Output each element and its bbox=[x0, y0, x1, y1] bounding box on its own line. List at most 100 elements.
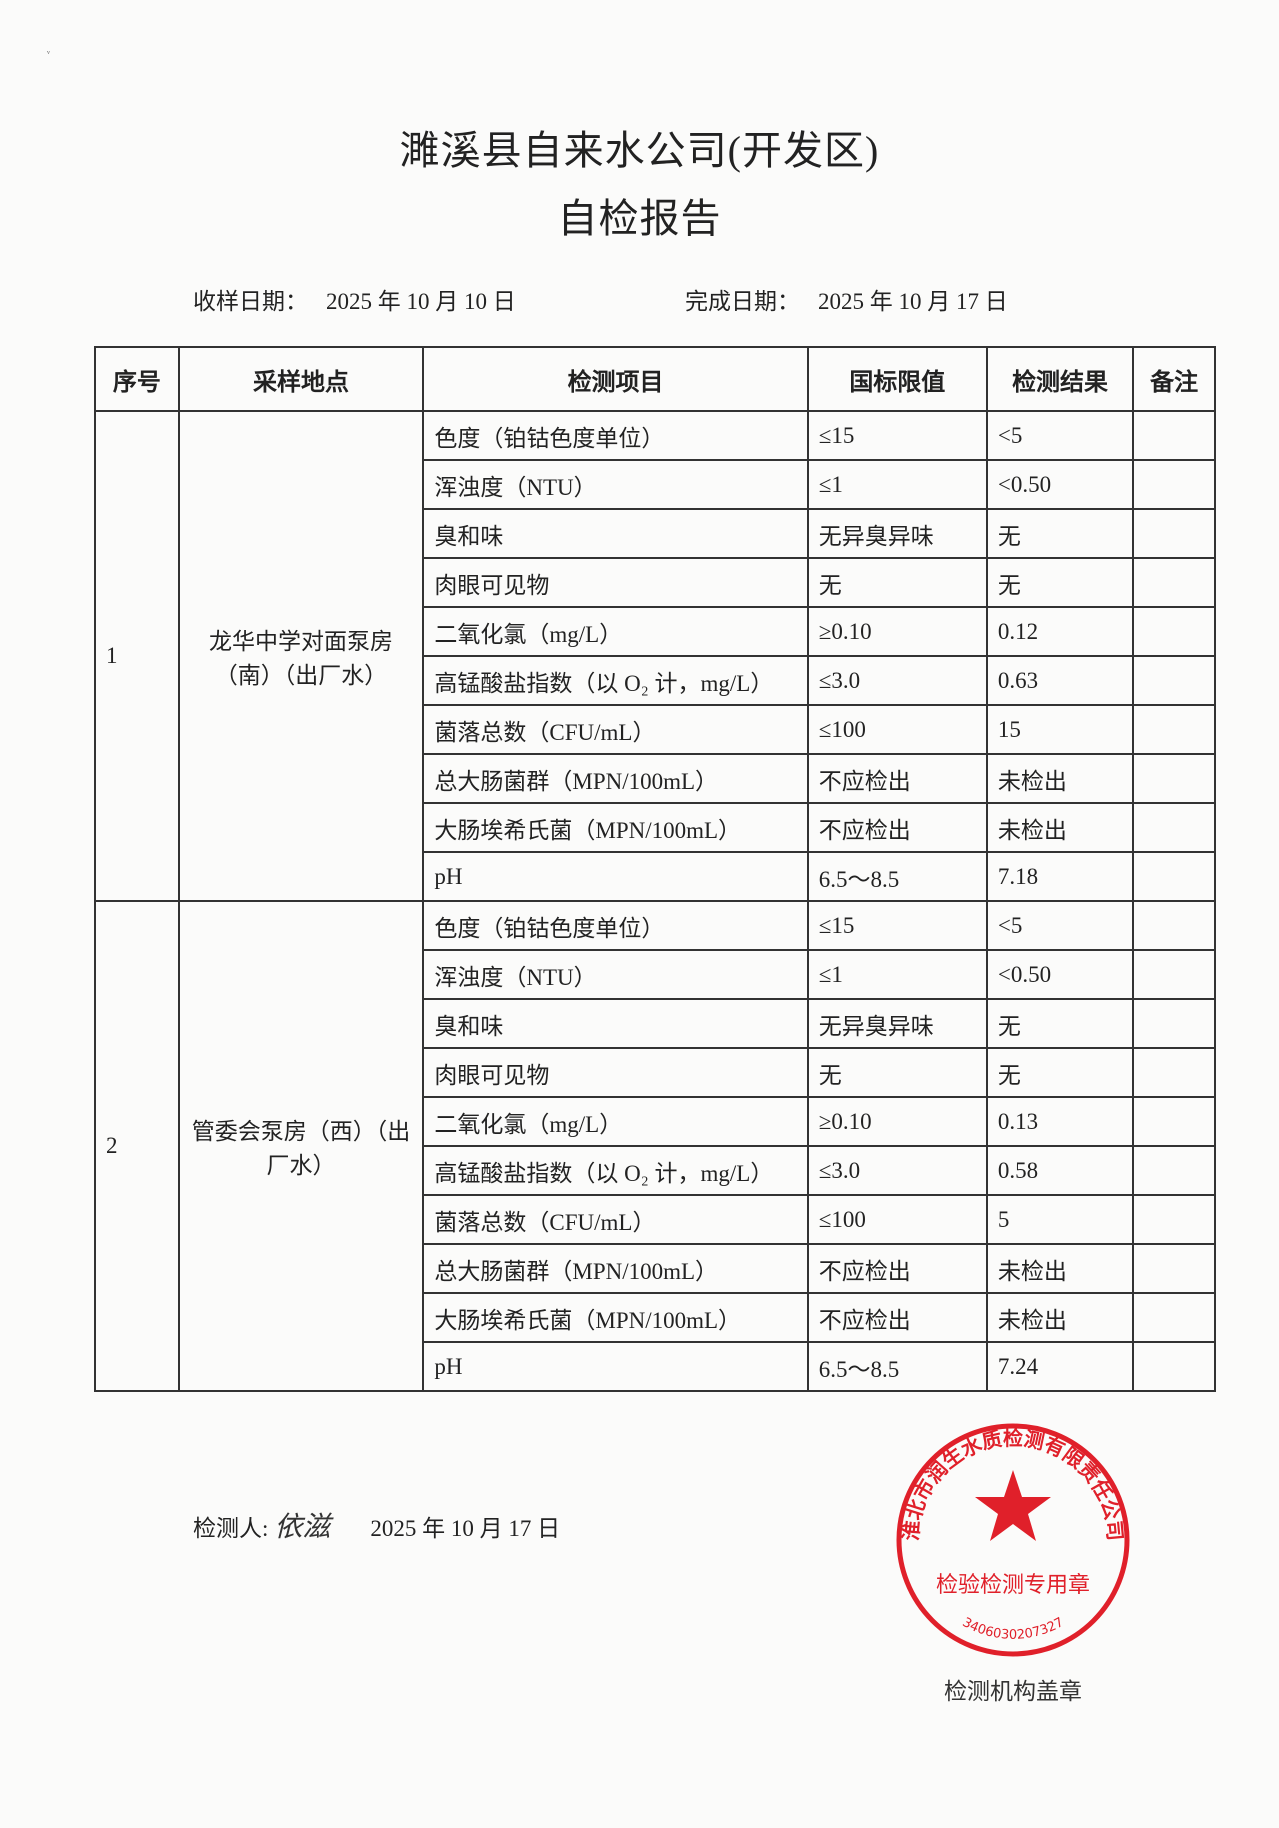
remark-cell bbox=[1132, 606, 1216, 657]
signed-date: 2025 年 10 月 17 日 bbox=[370, 1516, 561, 1541]
company-title: 濉溪县自来水公司(开发区) bbox=[399, 128, 880, 173]
column-header: 采样地点 bbox=[177, 346, 425, 412]
test-item-cell: 总大肠菌群（MPN/100mL） bbox=[422, 1243, 809, 1294]
remark-cell bbox=[1132, 1047, 1216, 1098]
table-row: 肉眼可见物无无 bbox=[95, 557, 1216, 608]
result-cell: 0.58 bbox=[985, 1145, 1135, 1196]
result-cell: 无 bbox=[985, 998, 1135, 1049]
table-row: 菌落总数（CFU/mL） ≤100 15 bbox=[95, 704, 1216, 755]
standard-limit-cell: 不应检出 bbox=[806, 802, 988, 853]
table-row: 臭和味 无异臭异味无 bbox=[95, 998, 1216, 1049]
table-row: 大肠埃希氏菌（MPN/100mL） 不应检出 未检出 bbox=[95, 1292, 1216, 1343]
test-item-cell: 菌落总数（CFU/mL） bbox=[422, 1194, 809, 1245]
remark-cell bbox=[1132, 508, 1216, 559]
remark-cell bbox=[1132, 900, 1216, 951]
remark-cell bbox=[1132, 1096, 1216, 1147]
table-row: 浑浊度（NTU） ≤1 <0.50 bbox=[95, 459, 1216, 510]
remark-cell bbox=[1132, 851, 1216, 902]
seal-ring bbox=[896, 1423, 1130, 1657]
column-header: 检测结果 bbox=[985, 346, 1135, 412]
standard-limit-cell: 无异臭异味 bbox=[806, 998, 988, 1049]
location-cell: 龙华中学对面泵房（南）（出厂水） bbox=[177, 410, 425, 902]
standard-limit-cell: 不应检出 bbox=[806, 1243, 988, 1294]
test-item-cell: 高锰酸盐指数（以 O₂ 计，mg/L） bbox=[422, 655, 809, 706]
result-cell: 0.63 bbox=[985, 655, 1135, 706]
seal-purpose-text: 检验检测专用章 bbox=[936, 1573, 1090, 1598]
result-cell: 未检出 bbox=[985, 1243, 1135, 1294]
standard-limit-cell: 不应检出 bbox=[806, 1292, 988, 1343]
remark-cell bbox=[1132, 655, 1216, 706]
table-row: 2 管委会泵房（西）（出厂水） 色度（铂钴色度单位） ≤15 <5 bbox=[94, 900, 1216, 1392]
sample-date: 2025 年 10 月 10 日 bbox=[326, 289, 516, 314]
result-cell: 未检出 bbox=[985, 1292, 1135, 1343]
seq-cell: 1 bbox=[94, 410, 180, 902]
result-cell: 15 bbox=[985, 704, 1135, 755]
table-row: 高锰酸盐指数（以 O₂ 计，mg/L） ≤3.0 0.58 bbox=[95, 1145, 1216, 1196]
table-row: 浑浊度（NTU） ≤1 <0.50 bbox=[95, 949, 1216, 1000]
result-cell: 5 bbox=[985, 1194, 1135, 1245]
test-item-cell: 二氧化氯（mg/L） bbox=[422, 606, 809, 657]
result-cell: <0.50 bbox=[985, 949, 1135, 1000]
standard-limit-cell: ≤100 bbox=[806, 1194, 988, 1245]
standard-limit-cell: ≤3.0 bbox=[806, 655, 988, 706]
column-header: 备注 bbox=[1132, 346, 1216, 412]
sample-date-line: 收样日期： 2025 年 10 月 10 日 bbox=[193, 282, 516, 316]
test-item-cell: 浑浊度（NTU） bbox=[422, 459, 809, 510]
tester-label: 检测人: bbox=[193, 1516, 269, 1541]
remark-cell bbox=[1132, 410, 1216, 461]
test-item-cell: 总大肠菌群（MPN/100mL） bbox=[422, 753, 809, 804]
standard-limit-cell: ≤1 bbox=[806, 949, 988, 1000]
test-item-cell: 肉眼可见物 bbox=[422, 557, 809, 608]
standard-limit-cell: ≤1 bbox=[806, 459, 988, 510]
test-item-cell: 色度（铂钴色度单位） bbox=[422, 900, 809, 951]
table-row: pH 6.5～8.5 7.18 bbox=[95, 851, 1216, 902]
standard-limit-cell: 无 bbox=[806, 1047, 988, 1098]
standard-limit-cell: ≤3.0 bbox=[806, 1145, 988, 1196]
official-seal: 淮北市润生水质检测有限责任公司 检验检测专用章 3406030207327 bbox=[896, 1423, 1130, 1657]
remark-cell bbox=[1132, 802, 1216, 853]
table-row: 菌落总数（CFU/mL） ≤100 5 bbox=[95, 1194, 1216, 1245]
table-row: pH 6.5～8.5 7.24 bbox=[95, 1341, 1216, 1392]
remark-cell bbox=[1132, 1341, 1216, 1392]
remark-cell bbox=[1132, 557, 1216, 608]
complete-date-line: 完成日期： 2025 年 10 月 17 日 bbox=[685, 282, 1008, 316]
test-item-cell: pH bbox=[422, 1341, 809, 1392]
remark-cell bbox=[1132, 1243, 1216, 1294]
table-row: 高锰酸盐指数（以 O₂ 计，mg/L） ≤3.0 0.63 bbox=[95, 655, 1216, 706]
result-cell: <5 bbox=[985, 410, 1135, 461]
standard-limit-cell: 无 bbox=[806, 557, 988, 608]
result-cell: <0.50 bbox=[985, 459, 1135, 510]
test-item-cell: 大肠埃希氏菌（MPN/100mL） bbox=[422, 802, 809, 853]
test-item-cell: 高锰酸盐指数（以 O₂ 计，mg/L） bbox=[422, 1145, 809, 1196]
column-header: 序号 bbox=[94, 346, 180, 412]
remark-cell bbox=[1132, 753, 1216, 804]
tester-line: 检测人: 依滋 2025 年 10 月 17 日 bbox=[193, 1505, 560, 1545]
test-item-cell: 肉眼可见物 bbox=[422, 1047, 809, 1098]
result-cell: 未检出 bbox=[985, 753, 1135, 804]
table-row: 大肠埃希氏菌（MPN/100mL） 不应检出 未检出 bbox=[95, 802, 1216, 853]
test-item-cell: 大肠埃希氏菌（MPN/100mL） bbox=[422, 1292, 809, 1343]
column-header: 国标限值 bbox=[806, 346, 988, 412]
standard-limit-cell: 不应检出 bbox=[806, 753, 988, 804]
table-row: 二氧化氯（mg/L） ≥0.10 0.12 bbox=[95, 606, 1216, 657]
remark-cell bbox=[1132, 459, 1216, 510]
standard-limit-cell: 无异臭异味 bbox=[806, 508, 988, 559]
test-item-cell: 二氧化氯（mg/L） bbox=[422, 1096, 809, 1147]
remark-cell bbox=[1132, 1194, 1216, 1245]
table-row: 1 龙华中学对面泵房（南）（出厂水） 色度（铂钴色度单位） ≤15 <5 bbox=[94, 410, 1216, 902]
standard-limit-cell: 6.5～8.5 bbox=[806, 1341, 988, 1392]
result-cell: 未检出 bbox=[985, 802, 1135, 853]
location-cell: 管委会泵房（西）（出厂水） bbox=[177, 900, 425, 1392]
result-cell: <5 bbox=[985, 900, 1135, 951]
standard-limit-cell: ≥0.10 bbox=[806, 606, 988, 657]
complete-date-label: 完成日期： bbox=[685, 289, 800, 314]
result-cell: 0.12 bbox=[985, 606, 1135, 657]
column-header: 检测项目 bbox=[422, 346, 809, 412]
tester-signature: 依滋 bbox=[274, 1510, 331, 1543]
test-item-cell: 菌落总数（CFU/mL） bbox=[422, 704, 809, 755]
results-table: 序号 采样地点 检测项目 国标限值 检测结果 备注 1 龙华中学对面泵房（南）（出厂水） 色度… bbox=[94, 346, 1216, 1392]
test-item-cell: 色度（铂钴色度单位） bbox=[422, 410, 809, 461]
remark-cell bbox=[1132, 949, 1216, 1000]
standard-limit-cell: ≥0.10 bbox=[806, 1096, 988, 1147]
remark-cell bbox=[1132, 1145, 1216, 1196]
